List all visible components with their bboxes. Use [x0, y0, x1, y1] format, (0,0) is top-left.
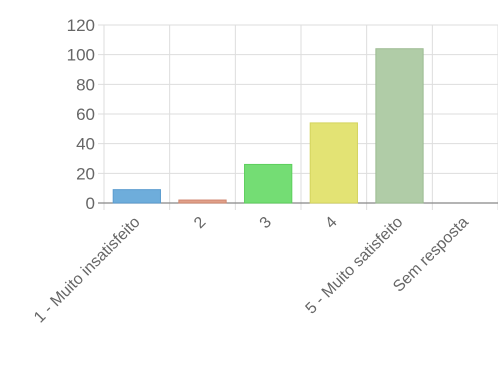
y-tick-labels: 0 20 40 60 80 100 120 — [67, 16, 95, 213]
bars — [112, 48, 424, 204]
bar-5 — [375, 48, 424, 204]
bar-4 — [309, 122, 358, 204]
x-tick-label: 1 - Muito insatisfeito — [31, 214, 144, 327]
y-tick-label: 20 — [76, 164, 95, 183]
bar-1 — [112, 189, 161, 204]
y-tick-label: 40 — [76, 135, 95, 154]
grid-lines — [98, 24, 498, 210]
bar-2 — [178, 199, 227, 204]
y-tick-label: 0 — [86, 194, 95, 213]
y-tick-label: 120 — [67, 16, 95, 35]
x-tick-label: 4 — [322, 214, 340, 232]
bar-3 — [244, 163, 293, 204]
y-tick-label: 60 — [76, 105, 95, 124]
x-tick-label: 3 — [257, 214, 275, 232]
x-tick-label: 2 — [191, 214, 209, 232]
x-tick-labels: 1 - Muito insatisfeito 2 3 45 - Muito satis… — [31, 214, 472, 327]
y-tick-label: 100 — [67, 46, 95, 65]
x-tick-label: 5 - Muito satisfeito — [303, 214, 407, 318]
y-tick-label: 80 — [76, 75, 95, 94]
